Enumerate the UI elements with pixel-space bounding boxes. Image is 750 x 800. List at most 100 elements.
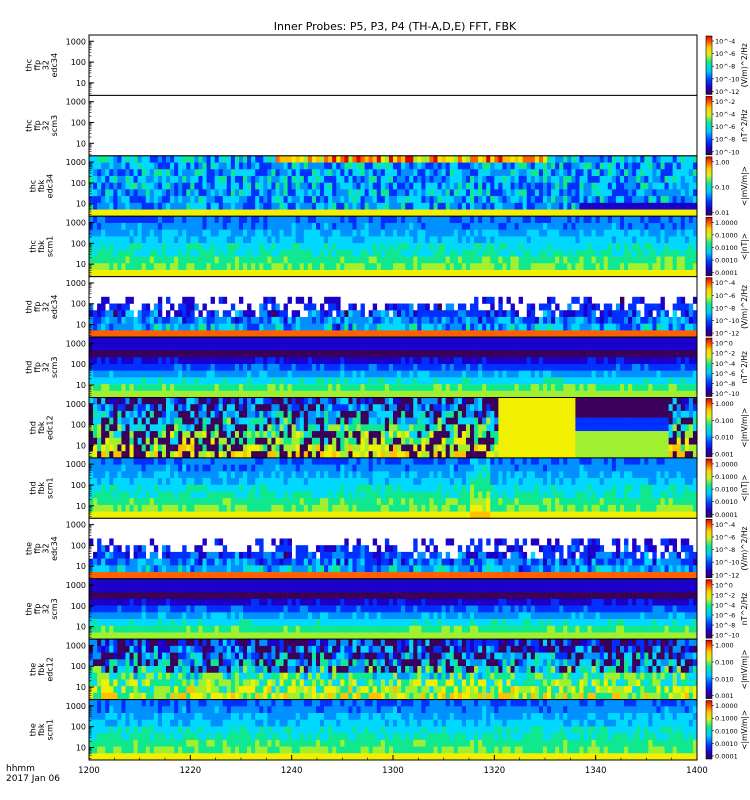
spectrogram-cell: [109, 229, 114, 237]
spectrogram-cell: [364, 216, 369, 224]
spectrogram-cell: [230, 229, 236, 237]
spectrogram-cell: [222, 236, 228, 244]
spectrogram-cell: [624, 169, 629, 177]
spectrogram-cell: [405, 175, 410, 183]
spectrogram-cell: [405, 243, 410, 251]
spectrogram-cell: [437, 243, 442, 251]
spectrogram-cell: [129, 269, 134, 277]
spectrogram-cell: [109, 162, 114, 170]
spectrogram-cell: [607, 263, 613, 271]
spectrogram-cell: [287, 189, 292, 197]
spectrogram-cell: [247, 182, 252, 190]
spectrogram-cell: [194, 303, 199, 311]
spectrogram-cell: [311, 196, 317, 204]
spectrogram-cell: [384, 229, 390, 237]
spectrogram-cell: [230, 175, 236, 183]
spectrogram-cell: [668, 390, 673, 398]
spectrogram-cell: [425, 155, 430, 163]
spectrogram-cell: [514, 202, 519, 210]
spectrogram-cell: [328, 189, 333, 197]
spectrogram-cell: [397, 357, 402, 365]
spectrogram-cell: [271, 189, 276, 197]
spectrogram-cell: [89, 316, 94, 324]
spectrogram-cell: [393, 256, 398, 264]
spectrogram-cell: [672, 263, 678, 271]
spectrogram-cell: [137, 202, 142, 210]
spectrogram-cell: [137, 162, 142, 170]
spectrogram-cell: [109, 390, 114, 398]
spectrogram-cell: [307, 330, 313, 338]
spectrogram-cell: [599, 370, 605, 378]
spectrogram-cell: [190, 202, 195, 210]
spectrogram-cell: [502, 243, 507, 251]
spectrogram-cell: [680, 330, 686, 338]
spectrogram-cell: [538, 216, 544, 224]
spectrogram-cell: [230, 162, 236, 170]
spectrogram-cell: [295, 296, 301, 304]
spectrogram-cell: [218, 216, 224, 224]
spectrogram-cell: [478, 256, 483, 264]
panel-label-line: 32: [41, 60, 50, 70]
spectrogram-cell: [315, 209, 321, 217]
spectrogram-cell: [680, 243, 686, 251]
spectrogram-cell: [425, 196, 430, 204]
spectrogram-cell: [149, 357, 155, 365]
spectrogram-cell: [453, 343, 459, 351]
spectrogram-cell: [255, 216, 260, 224]
spectrogram-cell: [465, 323, 471, 331]
spectrogram-cell: [230, 390, 236, 398]
spectrogram-cell: [125, 169, 130, 177]
spectrogram-cell: [238, 175, 244, 183]
spectrogram-cell: [303, 222, 309, 230]
spectrogram-cell: [129, 229, 134, 237]
spectrogram-cell: [502, 363, 507, 371]
spectrogram-cell: [494, 256, 499, 264]
spectrogram-cell: [161, 316, 167, 324]
spectrogram-cell: [421, 182, 426, 190]
spectrogram-cell: [291, 263, 297, 271]
spectrogram-cell: [551, 229, 556, 237]
spectrogram-cell: [161, 196, 167, 204]
spectrogram-cell: [198, 343, 203, 351]
spectrogram-cell: [421, 229, 426, 237]
spectrogram-cell: [210, 249, 215, 257]
spectrogram-cell: [287, 243, 292, 251]
spectrogram-cell: [259, 222, 264, 230]
spectrogram-cell: [190, 269, 195, 277]
spectrogram-cell: [595, 202, 601, 210]
spectrogram-cell: [255, 377, 260, 385]
spectrogram-cell: [506, 196, 511, 204]
spectrogram-cell: [255, 256, 260, 264]
spectrogram-cell: [615, 310, 621, 318]
spectrogram-cell: [178, 269, 183, 277]
spectrogram-cell: [636, 169, 641, 177]
spectrogram-cell: [218, 330, 224, 338]
spectrogram-cell: [599, 175, 605, 183]
spectrogram-cell: [315, 343, 321, 351]
spectrogram-cell: [482, 209, 487, 217]
spectrogram-cell: [170, 377, 175, 385]
spectrogram-cell: [583, 229, 588, 237]
spectrogram-cell: [474, 175, 479, 183]
spectrogram-cell: [194, 343, 199, 351]
spectrogram-cell: [174, 182, 179, 190]
spectrogram-cell: [542, 263, 548, 271]
spectrogram-cell: [336, 196, 341, 204]
spectrogram-cell: [279, 357, 284, 365]
spectrogram-cell: [534, 316, 540, 324]
spectrogram-cell: [328, 323, 333, 331]
spectrogram-cell: [522, 263, 528, 271]
spectrogram-cell: [166, 269, 171, 277]
spectrogram-cell: [478, 249, 483, 257]
spectrogram-cell: [692, 263, 698, 271]
spectrogram-cell: [502, 256, 507, 264]
spectrogram-cell: [356, 316, 361, 324]
spectrogram-cell: [470, 189, 475, 197]
spectrogram-cell: [397, 323, 402, 331]
spectrogram-cell: [388, 229, 394, 237]
spectrogram-cell: [405, 249, 410, 257]
spectrogram-cell: [538, 343, 544, 351]
spectrogram-cell: [494, 323, 499, 331]
spectrogram-cell: [688, 196, 694, 204]
spectrogram-cell: [688, 182, 694, 190]
